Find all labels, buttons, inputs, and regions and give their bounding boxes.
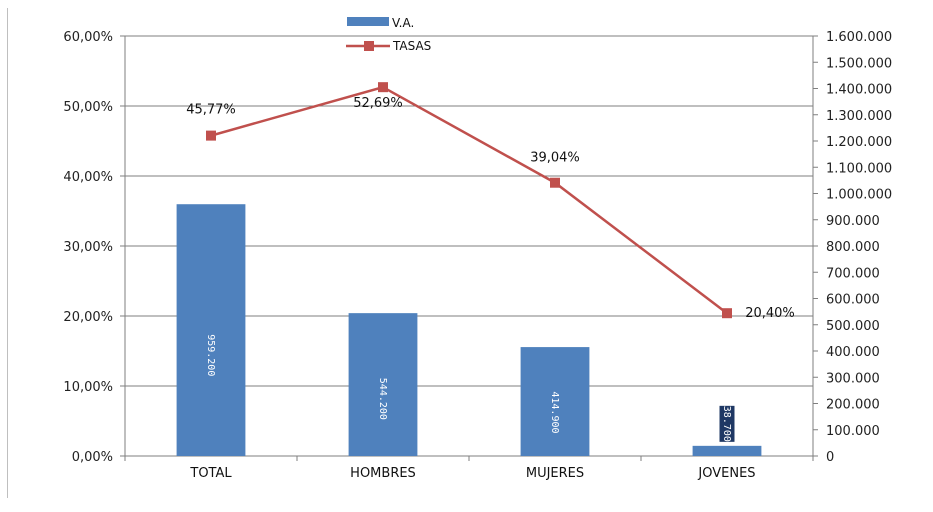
- right-axis-tick-label: 1.200.000: [826, 135, 892, 150]
- x-axis-category-label: JOVENES: [697, 466, 755, 481]
- right-axis-tick-label: 700.000: [826, 266, 880, 281]
- x-axis-category-label: MUJERES: [526, 466, 584, 481]
- left-axis-tick-label: 0,00%: [72, 450, 113, 465]
- right-axis-tick-label: 1.000.000: [826, 188, 892, 203]
- tasas-marker-mujeres: [550, 177, 560, 188]
- right-axis-tick-label: 1.100.000: [826, 161, 892, 176]
- legend-label-tasas: TASAS: [392, 39, 431, 53]
- tasas-data-label: 52,69%: [353, 96, 403, 111]
- right-axis-tick-label: 0: [826, 450, 834, 465]
- bar-data-label: 414.900: [549, 391, 560, 433]
- left-axis-tick-label: 50,00%: [63, 100, 113, 115]
- right-axis-tick-label: 400.000: [826, 345, 880, 360]
- right-axis-tick-label: 300.000: [826, 371, 880, 386]
- bar-total: [176, 204, 246, 456]
- left-axis-tick-label: 20,00%: [63, 310, 113, 325]
- left-axis-tick-label: 10,00%: [63, 380, 113, 395]
- tasas-marker-total: [206, 130, 216, 141]
- left-axis-tick-label: 60,00%: [63, 30, 113, 45]
- left-axis-tick-label: 40,00%: [63, 170, 113, 185]
- bar-data-label: 38.700: [721, 406, 732, 442]
- right-axis-tick-label: 800.000: [826, 240, 880, 255]
- right-axis-tick-label: 500.000: [826, 319, 880, 334]
- right-axis-tick-label: 1.600.000: [826, 30, 892, 45]
- bar-data-label: 544.200: [377, 378, 388, 420]
- bar-jovenes: [692, 445, 762, 456]
- right-axis-tick-label: 600.000: [826, 293, 880, 308]
- tasas-data-label: 39,04%: [530, 151, 580, 166]
- tasas-line: [210, 85, 728, 315]
- tasas-marker-hombres: [378, 82, 388, 93]
- chart-frame-left-edge: [7, 8, 8, 498]
- right-axis-tick-label: 100.000: [826, 424, 880, 439]
- right-axis-tick-label: 200.000: [826, 398, 880, 413]
- tasas-data-label: 20,40%: [745, 306, 795, 321]
- legend-swatch-va: [347, 17, 389, 26]
- tasas-marker-jovenes: [722, 308, 732, 319]
- bar-mujeres: [520, 347, 590, 456]
- x-axis-category-label: HOMBRES: [350, 466, 416, 481]
- right-axis-tick-label: 1.500.000: [826, 56, 892, 71]
- x-axis-category-label: TOTAL: [189, 466, 232, 481]
- tasas-data-label: 45,77%: [186, 103, 236, 118]
- right-axis-tick-label: 1.400.000: [826, 83, 892, 98]
- bar-hombres: [348, 313, 418, 456]
- bar-data-label-box: [719, 405, 735, 442]
- bar-data-label: 959.200: [205, 334, 216, 376]
- right-axis-tick-label: 900.000: [826, 214, 880, 229]
- right-axis-tick-label: 1.300.000: [826, 109, 892, 124]
- left-axis-tick-label: 30,00%: [63, 240, 113, 255]
- legend-swatch-tasas-marker: [364, 41, 374, 51]
- legend-label-va: V.A.: [392, 16, 414, 30]
